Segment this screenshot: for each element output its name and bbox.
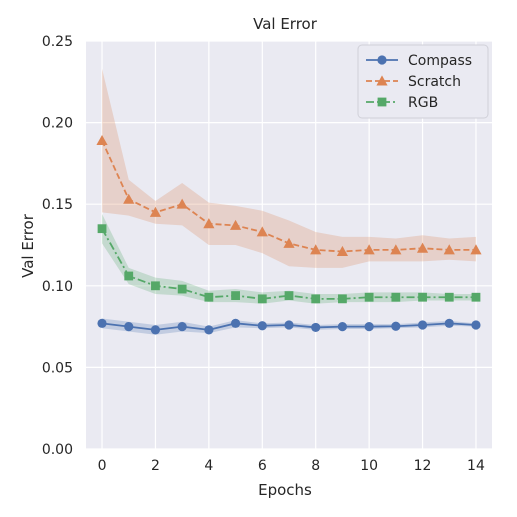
rgb-band [102, 213, 476, 304]
x-tick-label: 2 [151, 458, 160, 474]
compass-point [230, 318, 241, 328]
y-tick-label: 0.20 [42, 116, 73, 132]
compass-point [257, 321, 267, 331]
legend-compass-label: Compass [408, 53, 472, 69]
rgb-point [471, 292, 481, 302]
rgb-point [444, 292, 454, 302]
y-tick-label: 0.05 [42, 360, 73, 376]
compass-point [150, 325, 161, 335]
rgb-point [231, 291, 240, 300]
x-tick-label: 10 [360, 458, 378, 474]
x-tick-label: 0 [98, 458, 107, 474]
rgb-point [311, 294, 321, 304]
rgb-point [418, 292, 427, 302]
scratch-point [336, 245, 349, 257]
rgb-point [124, 271, 134, 281]
x-tick-label: 4 [204, 458, 213, 474]
legend-scratch-label: Scratch [408, 74, 461, 90]
compass-point [204, 325, 214, 335]
compass-point [311, 322, 321, 333]
y-tick-labels: 0.00 0.05 0.10 0.15 0.20 0.25 [42, 34, 73, 458]
scratch-point [256, 226, 268, 237]
compass-point [97, 318, 107, 328]
legend-compass-marker [377, 55, 387, 65]
scratch-point [149, 206, 162, 217]
scratch-band [102, 68, 476, 268]
x-tick-label: 14 [467, 458, 485, 474]
scratch-point [96, 134, 108, 146]
scratch-point [203, 218, 215, 229]
rgb-point [364, 292, 374, 302]
compass-point [284, 320, 294, 330]
rgb-point [391, 292, 401, 302]
x-tick-label: 8 [311, 458, 320, 474]
rgb-point [151, 281, 160, 291]
compass-point [177, 322, 187, 332]
scratch-point [443, 244, 455, 255]
y-tick-label: 0.25 [42, 34, 73, 50]
compass-point [124, 322, 134, 332]
x-axis-label: Epochs [258, 481, 312, 499]
rgb-point [204, 292, 214, 302]
scratch-point [416, 242, 429, 253]
scratch-point [123, 193, 135, 204]
y-tick-label: 0.15 [42, 197, 73, 213]
x-tick-labels: 0 2 4 6 8 10 12 14 [98, 458, 485, 474]
compass-point [364, 322, 374, 332]
y-tick-label: 0.00 [42, 442, 73, 458]
scratch-point [229, 219, 242, 230]
series-markers [96, 134, 482, 335]
x-tick-label: 12 [414, 458, 432, 474]
scratch-point [176, 198, 188, 209]
compass-point [471, 320, 481, 330]
rgb-point [97, 224, 107, 234]
scratch-point [310, 244, 322, 255]
scratch-point [470, 244, 482, 255]
y-tick-label: 0.10 [42, 279, 73, 295]
rgb-point [338, 294, 347, 304]
compass-point [417, 320, 428, 330]
legend-scratch-marker [376, 75, 388, 86]
compass-point [337, 322, 348, 332]
legend: Compass Scratch RGB [357, 44, 489, 119]
scratch-point [390, 244, 402, 255]
rgb-line [101, 228, 476, 300]
compass-point [391, 321, 401, 331]
legend-box [357, 44, 489, 119]
scratch-point [363, 244, 375, 255]
legend-rgb-label: RGB [408, 95, 438, 111]
rgb-point [257, 294, 267, 304]
scratch-point [283, 237, 295, 248]
legend-rgb-marker [377, 97, 387, 107]
compass-point [444, 318, 454, 328]
rgb-point [284, 291, 294, 300]
rgb-point [177, 284, 187, 294]
y-axis-label: Val Error [19, 213, 37, 278]
chart-title: Val Error [253, 15, 318, 33]
x-tick-label: 6 [258, 458, 267, 474]
